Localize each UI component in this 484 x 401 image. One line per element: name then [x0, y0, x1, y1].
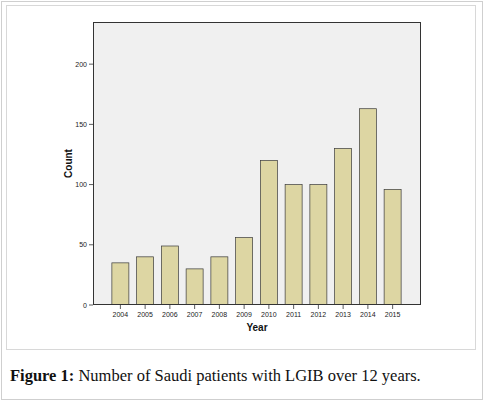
x-tick: [244, 305, 245, 309]
x-tick-label: 2015: [385, 311, 401, 318]
x-tick: [367, 305, 368, 309]
bar: [384, 189, 401, 305]
y-tick: [89, 305, 93, 306]
x-tick-label: 2014: [360, 311, 376, 318]
y-tick: [89, 244, 93, 245]
y-tick-label: 200: [75, 61, 87, 68]
bar: [186, 269, 203, 305]
bar: [359, 109, 376, 305]
figure-frame: [2, 2, 483, 400]
x-tick: [169, 305, 170, 309]
x-tick: [120, 305, 121, 309]
x-tick-label: 2011: [286, 311, 301, 318]
y-tick-label: 100: [75, 181, 87, 188]
chart-svg: 0 50 100 150 200 2004 2005 2006 2007 2008 2009 2010…: [0, 0, 484, 401]
x-tick-label: 2005: [137, 311, 153, 318]
x-tick-label: 2013: [335, 311, 351, 318]
x-tick-label: 2009: [236, 311, 252, 318]
y-tick: [89, 124, 93, 125]
x-tick: [219, 305, 220, 309]
x-axis-label: Year: [246, 322, 267, 333]
x-tick-label: 2008: [212, 311, 228, 318]
y-tick-label: 0: [83, 302, 87, 309]
bar: [335, 148, 352, 305]
x-tick-label: 2007: [187, 311, 203, 318]
chart-root: 0 50 100 150 200 2004 2005 2006 2007 2008 2009 2010…: [0, 0, 484, 401]
bar: [112, 263, 129, 305]
y-tick: [89, 64, 93, 65]
x-tick-label: 2006: [162, 311, 178, 318]
x-tick: [343, 305, 344, 309]
x-tick: [318, 305, 319, 309]
bar: [260, 160, 277, 305]
plot-frame: [94, 23, 421, 305]
bar: [236, 238, 253, 305]
x-tick-label: 2010: [261, 311, 277, 318]
chart-frame: [7, 6, 476, 350]
x-tick: [392, 305, 393, 309]
bars: [112, 109, 401, 305]
bar: [285, 185, 302, 305]
y-tick-label: 150: [75, 121, 87, 128]
caption: Figure 1: Number of Saudi patients with …: [10, 366, 421, 385]
y-axis-label: Count: [63, 148, 74, 178]
bar: [310, 185, 327, 305]
bar: [211, 257, 228, 305]
y-tick-label: 50: [79, 241, 87, 248]
bar: [137, 257, 154, 305]
x-tick: [268, 305, 269, 309]
plot-background: [93, 22, 421, 305]
x-tick: [145, 305, 146, 309]
x-tick-label: 2012: [311, 311, 327, 318]
x-tick: [194, 305, 195, 309]
bar: [161, 246, 178, 305]
x-tick: [293, 305, 294, 309]
y-tick: [89, 184, 93, 185]
x-tick-label: 2004: [113, 311, 129, 318]
